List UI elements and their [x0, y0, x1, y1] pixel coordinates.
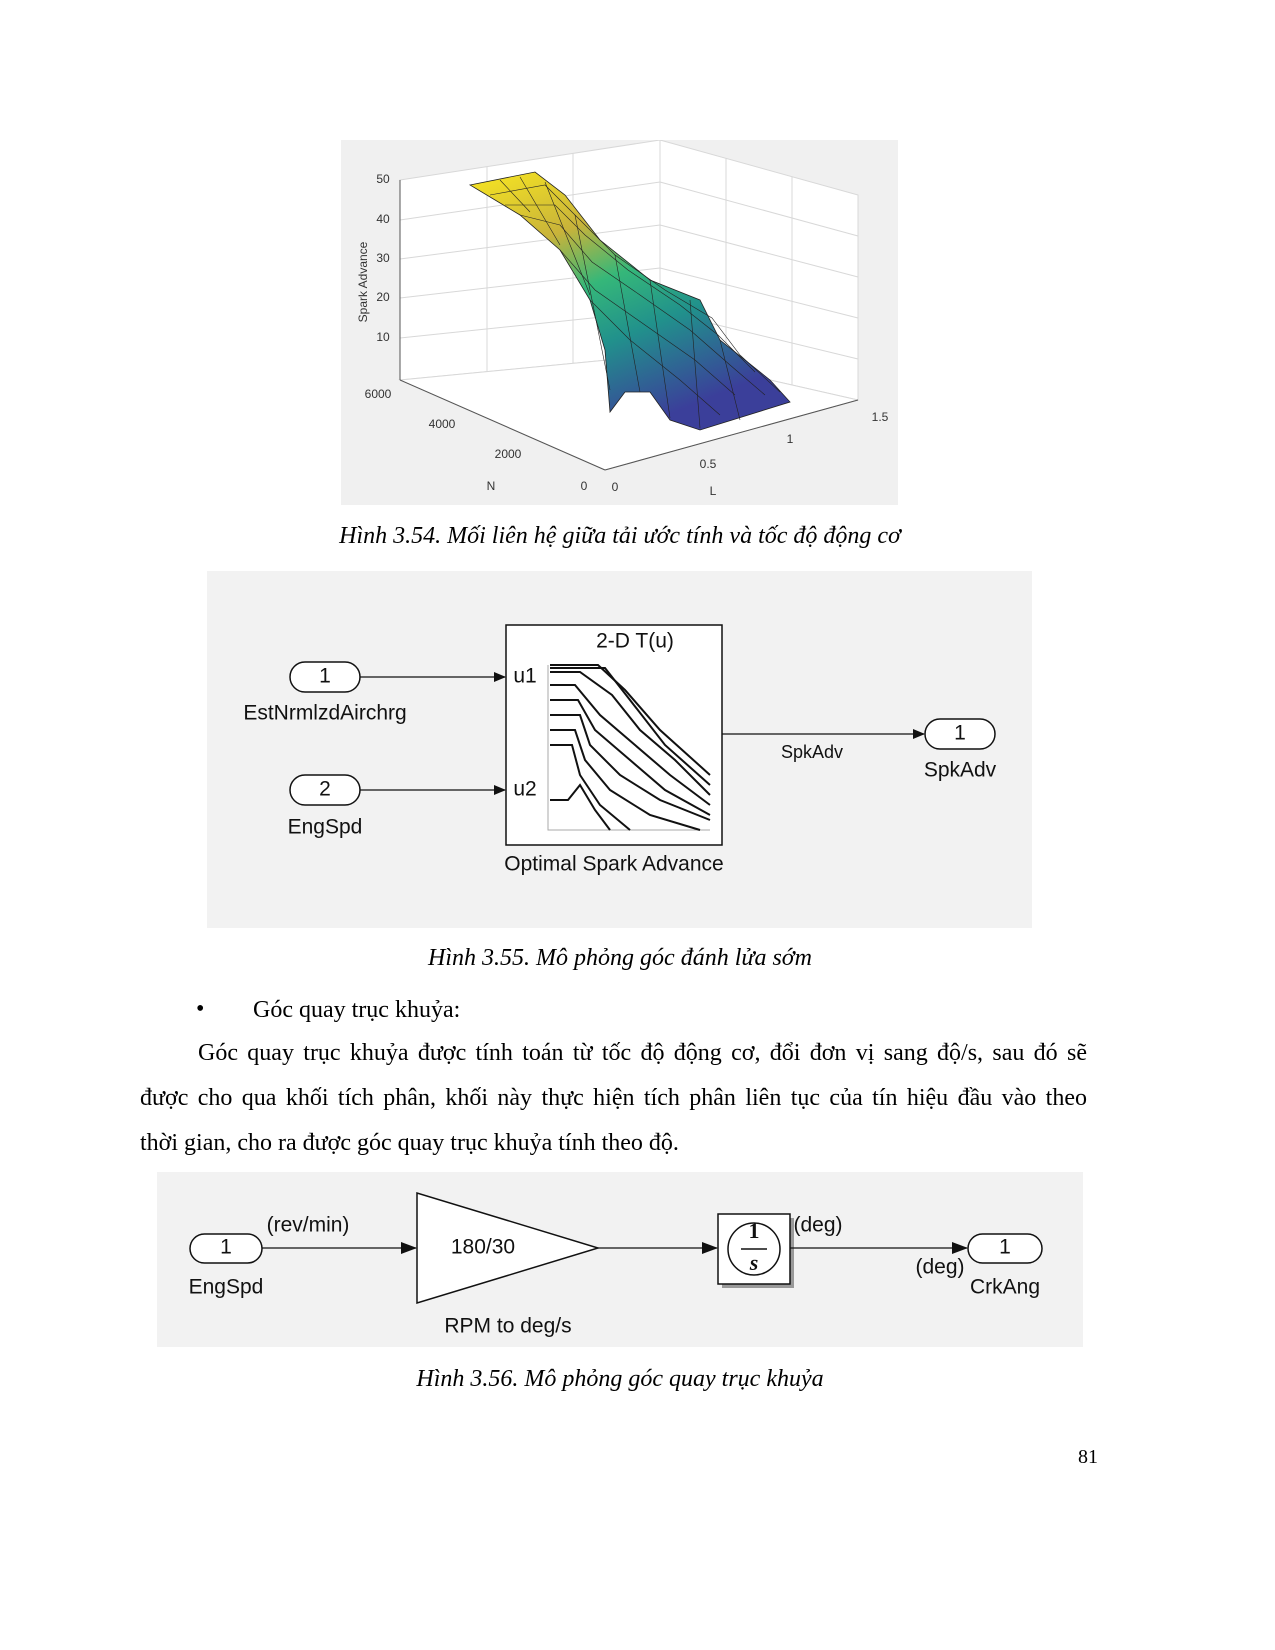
port-number: 1: [999, 1236, 1011, 1259]
n-axis-label: N: [487, 479, 496, 493]
paragraph-line: được cho qua khối tích phân, khối này th…: [140, 1085, 1087, 1111]
outport: [924, 718, 996, 750]
signal-label: (deg): [793, 1214, 842, 1237]
signal-label: (deg): [915, 1256, 964, 1279]
paragraph-line: Góc quay trục khuỷa được tính toán từ tố…: [198, 1040, 1087, 1066]
z-tick-label: 10: [376, 330, 390, 344]
l-tick-label: 1: [787, 432, 794, 446]
z-tick-label: 40: [376, 212, 390, 226]
block-name: RPM to deg/s: [444, 1315, 571, 1338]
bullet-text: Góc quay trục khuỷa:: [253, 997, 461, 1023]
block-name: Optimal Spark Advance: [504, 853, 723, 876]
surface-mesh: [489, 176, 781, 429]
port-number: 2: [319, 778, 331, 801]
grid: [398, 140, 859, 471]
signal-label: SpkAdv: [781, 742, 843, 762]
lookup-block: [505, 624, 723, 846]
port-number: 1: [954, 722, 966, 745]
port-number: 1: [319, 665, 331, 688]
signal-label: (rev/min): [267, 1214, 350, 1237]
l-tick-label: 1.5: [872, 410, 889, 424]
block-title: 2-D T(u): [596, 630, 674, 653]
simulink-diagram: 1 EstNrmlzdAirchrg 2 EngSpd 2-D T(u) u1 …: [207, 571, 1032, 928]
z-tick-label: 50: [376, 172, 390, 186]
port-name: EngSpd: [189, 1276, 264, 1299]
port-name: EstNrmlzdAirchrg: [243, 702, 406, 725]
integrator-denominator: s: [749, 1250, 759, 1275]
surface-plot: 50 40 30 20 10 Spark Advance 6000 4000 2…: [341, 140, 898, 505]
paragraph-line: thời gian, cho ra được góc quay trục khu…: [140, 1130, 679, 1156]
lookup-icon: [547, 664, 711, 831]
caption: Hình 3.55. Mô phỏng góc đánh lửa sớm: [428, 945, 812, 971]
gain-block: [416, 1191, 601, 1305]
block-input: u2: [513, 778, 536, 801]
n-tick-label: 6000: [365, 387, 392, 401]
n-tick-label: 2000: [495, 447, 522, 461]
z-tick-label: 30: [376, 251, 390, 265]
axes: [399, 180, 859, 471]
simulink-diagram: 1 EngSpd (rev/min) 180/30 RPM to deg/s 1…: [157, 1172, 1083, 1347]
n-tick-label: 4000: [429, 417, 456, 431]
caption: Hình 3.54. Mối liên hệ giữa tải ước tính…: [339, 523, 901, 549]
z-axis-label: Spark Advance: [356, 241, 370, 322]
port-name: EngSpd: [288, 816, 363, 839]
caption: Hình 3.56. Mô phỏng góc quay trục khuỷa: [416, 1366, 824, 1392]
port-name: CrkAng: [970, 1276, 1040, 1299]
port-name: SpkAdv: [924, 759, 997, 782]
outport: [967, 1233, 1043, 1264]
gain-value: 180/30: [451, 1236, 515, 1259]
l-axis-label: L: [710, 484, 717, 498]
port-number: 1: [220, 1236, 232, 1259]
z-tick-label: 20: [376, 290, 390, 304]
block-input: u1: [513, 665, 536, 688]
bullet-mark: •: [196, 996, 205, 1022]
l-tick-label: 0: [612, 480, 619, 494]
n-tick-label: 0: [581, 479, 588, 493]
diagram-background: [157, 1172, 1083, 1347]
integrator-numerator: 1: [749, 1218, 760, 1243]
page-number: 81: [1078, 1446, 1098, 1468]
l-tick-label: 0.5: [700, 457, 717, 471]
